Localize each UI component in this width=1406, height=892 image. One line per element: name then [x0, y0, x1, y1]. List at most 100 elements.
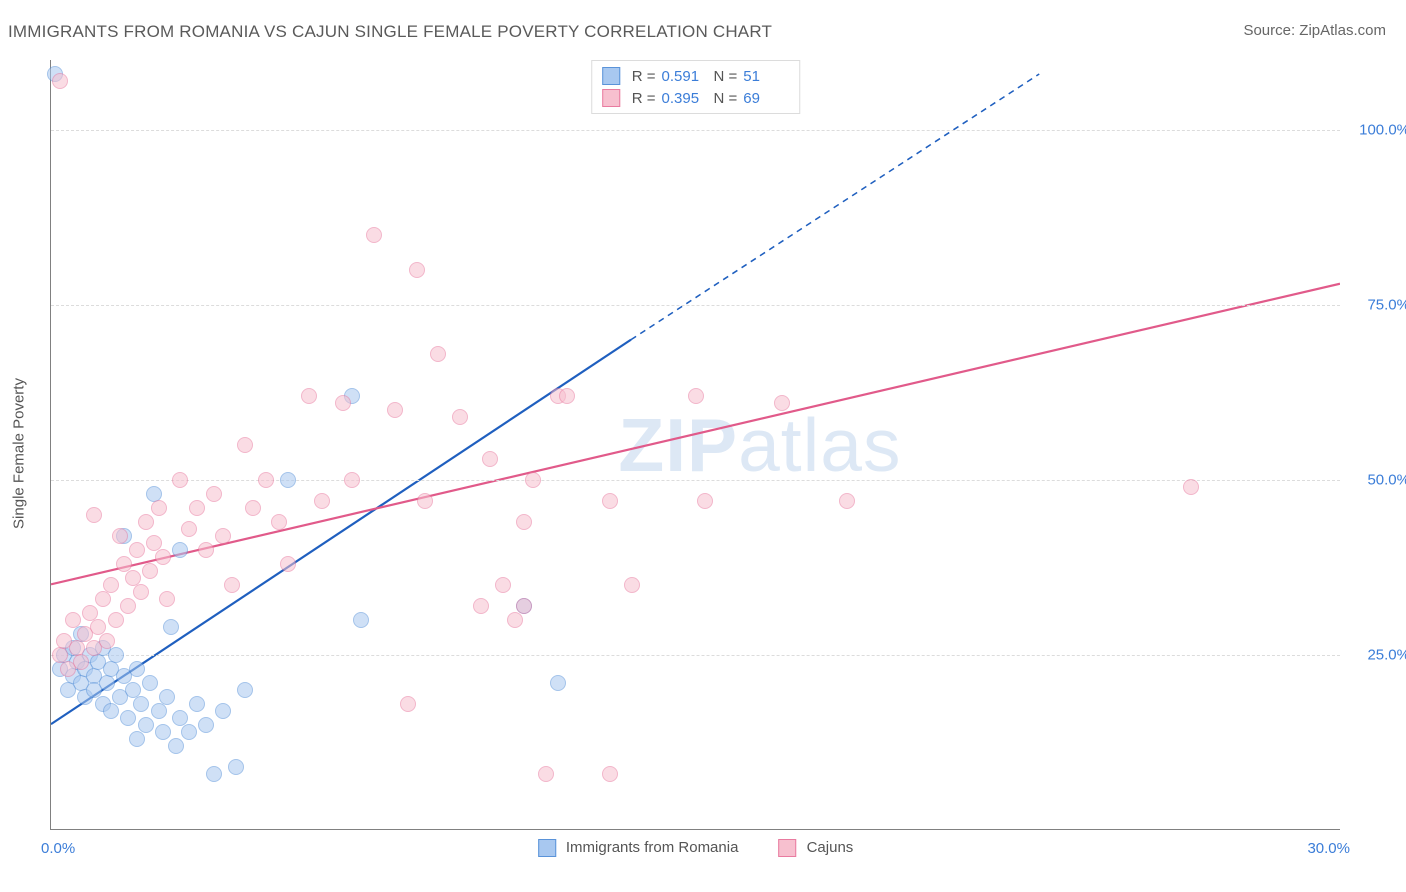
data-point	[129, 731, 145, 747]
data-point	[99, 633, 115, 649]
data-point	[697, 493, 713, 509]
data-point	[73, 654, 89, 670]
data-point	[142, 563, 158, 579]
data-point	[95, 591, 111, 607]
data-point	[151, 703, 167, 719]
stats-legend-row: R = 0.591 N = 51	[602, 65, 790, 87]
data-point	[224, 577, 240, 593]
data-point	[159, 689, 175, 705]
data-point	[108, 612, 124, 628]
data-point	[353, 612, 369, 628]
swatch-icon	[538, 839, 556, 857]
data-point	[507, 612, 523, 628]
data-point	[206, 486, 222, 502]
data-point	[172, 542, 188, 558]
data-point	[228, 759, 244, 775]
data-point	[559, 388, 575, 404]
data-point	[624, 577, 640, 593]
data-point	[215, 703, 231, 719]
swatch-icon	[602, 89, 620, 107]
data-point	[168, 738, 184, 754]
data-point	[103, 703, 119, 719]
data-point	[452, 409, 468, 425]
series-legend: Immigrants from Romania Cajuns	[538, 839, 854, 857]
stats-legend: R = 0.591 N = 51 R = 0.395 N = 69	[591, 60, 801, 114]
data-point	[103, 577, 119, 593]
data-point	[482, 451, 498, 467]
data-point	[189, 500, 205, 516]
data-point	[163, 619, 179, 635]
data-point	[258, 472, 274, 488]
data-point	[215, 528, 231, 544]
x-tick-label: 30.0%	[1307, 840, 1350, 857]
data-point	[237, 682, 253, 698]
data-point	[280, 556, 296, 572]
plot-area: Single Female Poverty ZIPatlas R = 0.591…	[50, 60, 1340, 830]
data-point	[206, 766, 222, 782]
watermark: ZIPatlas	[618, 402, 901, 488]
data-point	[189, 696, 205, 712]
data-point	[400, 696, 416, 712]
data-point	[314, 493, 330, 509]
data-point	[133, 584, 149, 600]
gridline	[51, 130, 1340, 131]
data-point	[344, 472, 360, 488]
data-point	[65, 612, 81, 628]
data-point	[473, 598, 489, 614]
gridline	[51, 655, 1340, 656]
stats-legend-row: R = 0.395 N = 69	[602, 87, 790, 109]
data-point	[108, 647, 124, 663]
legend-item: Cajuns	[778, 839, 853, 857]
data-point	[151, 500, 167, 516]
data-point	[52, 73, 68, 89]
data-point	[181, 724, 197, 740]
data-point	[839, 493, 855, 509]
data-point	[112, 528, 128, 544]
data-point	[550, 675, 566, 691]
data-point	[155, 549, 171, 565]
data-point	[198, 542, 214, 558]
data-point	[181, 521, 197, 537]
data-point	[774, 395, 790, 411]
y-tick-label: 25.0%	[1350, 647, 1406, 664]
data-point	[366, 227, 382, 243]
data-point	[301, 388, 317, 404]
y-tick-label: 75.0%	[1350, 297, 1406, 314]
data-point	[1183, 479, 1199, 495]
chart-container: IMMIGRANTS FROM ROMANIA VS CAJUN SINGLE …	[0, 0, 1406, 892]
data-point	[120, 598, 136, 614]
legend-item: Immigrants from Romania	[538, 839, 739, 857]
gridline	[51, 305, 1340, 306]
data-point	[133, 696, 149, 712]
data-point	[155, 724, 171, 740]
data-point	[688, 388, 704, 404]
data-point	[159, 591, 175, 607]
data-point	[86, 507, 102, 523]
data-point	[138, 717, 154, 733]
data-point	[495, 577, 511, 593]
data-point	[172, 472, 188, 488]
data-point	[516, 598, 532, 614]
data-point	[417, 493, 433, 509]
y-tick-label: 50.0%	[1350, 472, 1406, 489]
data-point	[525, 472, 541, 488]
gridline	[51, 480, 1340, 481]
source-label: Source: ZipAtlas.com	[1243, 22, 1386, 39]
data-point	[602, 493, 618, 509]
y-axis-label: Single Female Poverty	[11, 378, 28, 529]
chart-title: IMMIGRANTS FROM ROMANIA VS CAJUN SINGLE …	[8, 22, 772, 42]
data-point	[129, 661, 145, 677]
data-point	[129, 542, 145, 558]
data-point	[198, 717, 214, 733]
data-point	[602, 766, 618, 782]
data-point	[99, 675, 115, 691]
swatch-icon	[778, 839, 796, 857]
y-tick-label: 100.0%	[1350, 122, 1406, 139]
data-point	[138, 514, 154, 530]
data-point	[120, 710, 136, 726]
data-point	[335, 395, 351, 411]
data-point	[280, 472, 296, 488]
data-point	[516, 514, 532, 530]
swatch-icon	[602, 67, 620, 85]
data-point	[237, 437, 253, 453]
